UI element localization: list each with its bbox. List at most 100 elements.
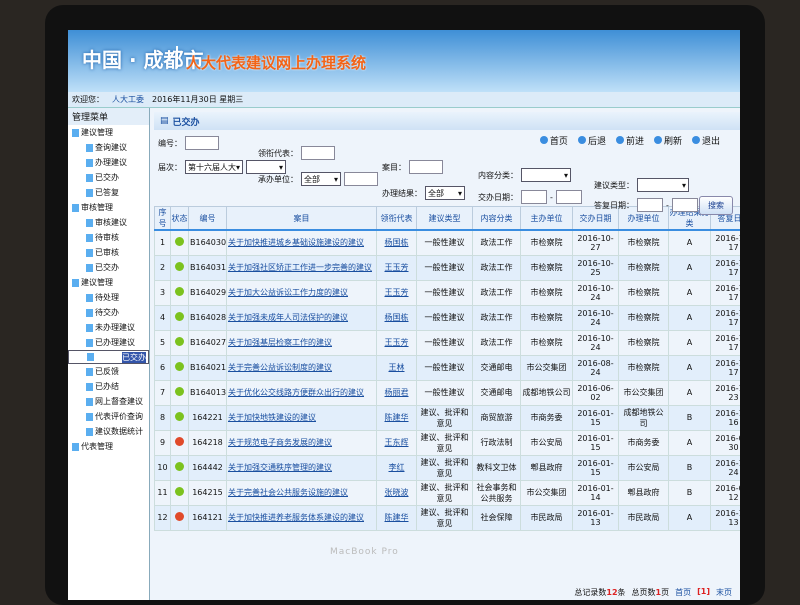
column-header[interactable]: 案目 bbox=[226, 206, 377, 231]
nav-4[interactable]: 退出 bbox=[691, 134, 720, 147]
sidebar-item[interactable]: 已反馈 bbox=[68, 364, 149, 379]
sidebar-item[interactable]: 建议数据统计 bbox=[68, 424, 149, 439]
rep-link[interactable]: 陈建华 bbox=[376, 504, 417, 531]
last-page-link[interactable]: 末页 bbox=[716, 588, 732, 597]
proposal-title-link[interactable]: 关于加大公益诉讼工作力度的建议 bbox=[226, 279, 377, 306]
rep-link[interactable]: 王玉芳 bbox=[376, 279, 417, 306]
sidebar-item[interactable]: 网上督查建议 bbox=[68, 394, 149, 409]
user-name[interactable]: 人大工委 bbox=[112, 95, 144, 104]
nav-2[interactable]: 前进 bbox=[615, 134, 644, 147]
rep-link[interactable]: 王林 bbox=[376, 354, 417, 381]
assign-date-from[interactable] bbox=[521, 190, 547, 204]
column-header[interactable]: 主办单位 bbox=[520, 206, 573, 231]
sidebar-item[interactable]: 代表评价查询 bbox=[68, 409, 149, 424]
rep-link[interactable]: 王玉芳 bbox=[376, 254, 417, 281]
rep-input[interactable] bbox=[301, 146, 335, 160]
nav-1[interactable]: 后退 bbox=[577, 134, 606, 147]
proposal-title-link[interactable]: 关于加快地铁建设的建议 bbox=[226, 404, 377, 431]
rep-link[interactable]: 杨丽君 bbox=[376, 379, 417, 406]
table-cell: 9 bbox=[154, 429, 171, 456]
sidebar-group[interactable]: 建议管理 bbox=[68, 275, 149, 290]
sidebar-item[interactable]: 办理建议 bbox=[68, 155, 149, 170]
content-select[interactable]: ▾ bbox=[521, 168, 571, 182]
proposal-title-link[interactable]: 关于加强基层检察工作的建议 bbox=[226, 329, 377, 356]
sidebar-item[interactable]: 已办结 bbox=[68, 379, 149, 394]
sidebar-item[interactable]: 已交办 bbox=[68, 260, 149, 275]
dept-select[interactable]: 全部 ▾ bbox=[301, 172, 341, 186]
nav-3[interactable]: 刷新 bbox=[653, 134, 682, 147]
column-header[interactable]: 交办日期 bbox=[572, 206, 619, 231]
column-header[interactable]: 序号 bbox=[154, 206, 171, 231]
sidebar-item[interactable]: 未办理建议 bbox=[68, 320, 149, 335]
sidebar-item-label: 已交办 bbox=[95, 173, 119, 182]
column-header[interactable]: 编号 bbox=[188, 206, 227, 231]
first-page-link[interactable]: 首页 bbox=[675, 588, 692, 597]
table-cell: 市公交集团 bbox=[520, 354, 573, 381]
proposal-title-link[interactable]: 关于完善社会公共服务设施的建议 bbox=[226, 479, 377, 506]
sidebar-item[interactable]: 待交办 bbox=[68, 305, 149, 320]
proposal-title-link[interactable]: 关于加强未成年人司法保护的建议 bbox=[226, 304, 377, 331]
proposal-title-link[interactable]: 关于完善公益诉讼制度的建议 bbox=[226, 354, 377, 381]
sidebar-item[interactable]: 已答复 bbox=[68, 185, 149, 200]
sidebar-item[interactable]: 已交办 bbox=[68, 170, 149, 185]
proposal-title-link[interactable]: 关于加强社区矫正工作进一步完善的建议 bbox=[226, 254, 377, 281]
sidebar-item[interactable]: 待审核 bbox=[68, 230, 149, 245]
welcome-label: 欢迎您： bbox=[72, 95, 104, 104]
sidebar-group[interactable]: 审核管理 bbox=[68, 200, 149, 215]
table-cell: 2016-05-12 bbox=[710, 479, 740, 506]
session-sub-select[interactable]: ▾ bbox=[246, 160, 287, 174]
type-select[interactable]: ▾ bbox=[637, 178, 689, 192]
current-page[interactable]: [1] bbox=[697, 587, 710, 596]
proposal-title-link[interactable]: 关于规范电子商务发展的建议 bbox=[226, 429, 377, 456]
number-input[interactable] bbox=[185, 136, 219, 150]
proposal-title-link[interactable]: 关于优化公交线路方便群众出行的建议 bbox=[226, 379, 377, 406]
sidebar-item-label: 待审核 bbox=[95, 233, 119, 242]
table-cell: 市商务委 bbox=[520, 404, 573, 431]
sidebar-item[interactable]: 审核建议 bbox=[68, 215, 149, 230]
assign-date-to[interactable] bbox=[555, 190, 582, 204]
rep-link[interactable]: 王东辉 bbox=[376, 429, 417, 456]
sidebar-item[interactable]: 已审核 bbox=[68, 245, 149, 260]
subject-input[interactable] bbox=[409, 160, 443, 174]
status-cell bbox=[170, 254, 189, 281]
dept-value: 全部 bbox=[304, 174, 320, 184]
folder-icon bbox=[72, 203, 79, 212]
table-cell: 2016-10-24 bbox=[572, 304, 619, 331]
sidebar-item[interactable]: 查询建议 bbox=[68, 140, 149, 155]
dept-input[interactable] bbox=[344, 172, 378, 186]
column-header[interactable]: 内容分类 bbox=[472, 206, 521, 231]
column-header[interactable]: 领衔代表 bbox=[376, 206, 417, 231]
sidebar-group[interactable]: 建议管理 bbox=[68, 125, 149, 140]
table-cell: 郫县政府 bbox=[520, 454, 573, 481]
sidebar-item-label: 已办理建议 bbox=[95, 338, 135, 347]
sidebar-item-label: 办理建议 bbox=[95, 158, 127, 167]
reply-date-from[interactable] bbox=[637, 198, 663, 212]
result-select[interactable]: 全部 ▾ bbox=[425, 186, 465, 200]
status-dot-icon bbox=[175, 412, 184, 421]
search-button[interactable]: 搜索 bbox=[699, 196, 733, 215]
sidebar-item[interactable]: 待处理 bbox=[68, 290, 149, 305]
reply-date-to[interactable] bbox=[671, 198, 698, 212]
proposal-title-link[interactable]: 关于加快推进城乡基础设施建设的建议 bbox=[226, 229, 377, 256]
sidebar-item[interactable]: 已交办 bbox=[68, 350, 149, 364]
rep-link[interactable]: 张晓波 bbox=[376, 479, 417, 506]
sidebar-group[interactable]: 代表管理 bbox=[68, 439, 149, 454]
rep-link[interactable]: 李红 bbox=[376, 454, 417, 481]
table-cell: A bbox=[668, 504, 711, 531]
table-cell: B bbox=[668, 454, 711, 481]
nav-0[interactable]: 首页 bbox=[539, 134, 568, 147]
rep-link[interactable]: 杨国栋 bbox=[376, 229, 417, 256]
rep-link[interactable]: 王玉芳 bbox=[376, 329, 417, 356]
proposal-title-link[interactable]: 关于加强交通秩序管理的建议 bbox=[226, 454, 377, 481]
rep-link[interactable]: 杨国栋 bbox=[376, 304, 417, 331]
column-header[interactable]: 状态 bbox=[170, 206, 189, 231]
proposal-title-link[interactable]: 关于加快推进养老服务体系建设的建议 bbox=[226, 504, 377, 531]
column-header[interactable]: 建议类型 bbox=[416, 206, 473, 231]
status-dot-icon bbox=[175, 237, 184, 247]
session-select[interactable]: 第十六届人大 ▾ bbox=[185, 160, 244, 174]
table-cell: 2016-11-17 bbox=[710, 229, 740, 256]
sidebar-item-label: 审核建议 bbox=[95, 218, 127, 227]
rep-link[interactable]: 陈建华 bbox=[376, 404, 417, 431]
table-cell: 11 bbox=[154, 479, 171, 506]
sidebar-item[interactable]: 已办理建议 bbox=[68, 335, 149, 350]
